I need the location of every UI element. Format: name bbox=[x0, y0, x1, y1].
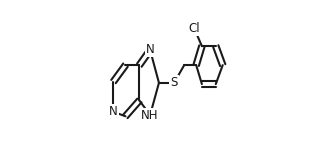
Text: N: N bbox=[109, 105, 118, 118]
Text: N: N bbox=[146, 43, 155, 56]
Text: S: S bbox=[171, 76, 178, 89]
Text: NH: NH bbox=[141, 109, 159, 122]
Text: Cl: Cl bbox=[188, 22, 200, 35]
